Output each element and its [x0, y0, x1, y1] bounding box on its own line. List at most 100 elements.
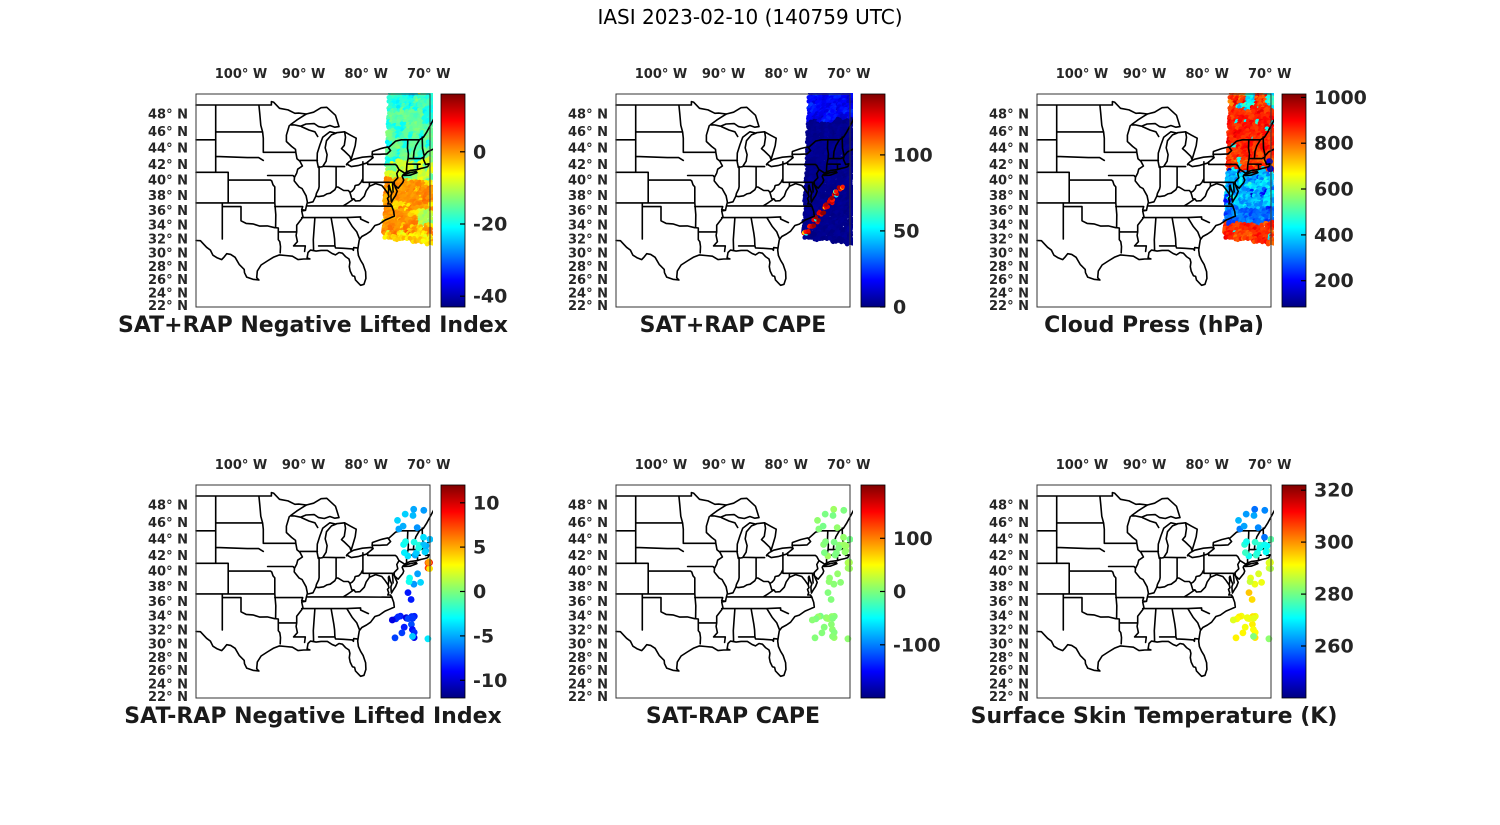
lon-tick-label: 80° W: [1185, 67, 1228, 82]
lon-tick-label: 80° W: [764, 458, 807, 473]
lon-tick-label: 100° W: [1056, 458, 1109, 473]
colorbar-tick-label: 800: [1314, 133, 1354, 155]
lat-tick-label: 40° N: [148, 174, 188, 189]
us-map-outline: [195, 491, 433, 678]
colorbar-tick-label: 280: [1314, 584, 1354, 606]
lat-tick-label: 26° N: [148, 664, 188, 679]
lat-tick-label: 42° N: [148, 158, 188, 173]
lat-tick-label: 26° N: [989, 273, 1029, 288]
colorbar-tick-label: -5: [473, 625, 494, 647]
colorbar-tick-label: -10: [473, 670, 507, 692]
colorbar-tick-label: 100: [893, 528, 933, 550]
colorbar-tick-label: 100: [893, 144, 933, 166]
panel-title-sat-plus-rap-cape: SAT+RAP CAPE: [639, 313, 827, 338]
lat-tick-label: 40° N: [989, 565, 1029, 580]
colorbar-tick-label: 600: [1314, 179, 1354, 201]
lat-tick-label: 44° N: [148, 142, 188, 157]
lat-tick-label: 30° N: [989, 246, 1029, 261]
lat-tick-label: 48° N: [148, 499, 188, 514]
lat-tick-label: 48° N: [568, 499, 608, 514]
lat-tick-label: 40° N: [568, 174, 608, 189]
lat-tick-label: 46° N: [148, 516, 188, 531]
lat-tick-label: 34° N: [568, 218, 608, 233]
lat-tick-label: 44° N: [568, 533, 608, 548]
lat-tick-label: 44° N: [989, 142, 1029, 157]
lat-tick-label: 22° N: [148, 690, 188, 705]
lat-tick-label: 38° N: [989, 189, 1029, 204]
colorbar-tick-label: 300: [1314, 532, 1354, 554]
lat-tick-label: 34° N: [568, 609, 608, 624]
lat-tick-label: 28° N: [989, 260, 1029, 275]
lat-tick-label: 28° N: [989, 651, 1029, 666]
map-axes-box: [615, 484, 851, 699]
lat-tick-label: 32° N: [148, 624, 188, 639]
lat-tick-label: 34° N: [989, 609, 1029, 624]
lat-tick-label: 36° N: [568, 595, 608, 610]
lon-tick-label: 100° W: [635, 67, 688, 82]
panel-surface-skin-temperature: 100° W 90° W 80° W 70° W 48° N 46° N 44° N42° …: [989, 458, 1354, 705]
colorbar: 100 0 -100: [860, 484, 941, 699]
lat-tick-label: 22° N: [148, 299, 188, 314]
panel-title-sat-minus-rap-cape: SAT-RAP CAPE: [645, 704, 821, 729]
lat-tick-label: 36° N: [568, 204, 608, 219]
lat-tick-label: 24° N: [148, 286, 188, 301]
lat-tick-label: 42° N: [568, 158, 608, 173]
lon-tick-label: 70° W: [827, 458, 870, 473]
lat-tick-label: 22° N: [989, 690, 1029, 705]
colorbar-tick-label: 260: [1314, 636, 1354, 658]
lon-tick-label: 100° W: [635, 458, 688, 473]
lat-tick-label: 30° N: [568, 246, 608, 261]
colorbar-tick-label: 50: [893, 220, 919, 242]
lat-tick-label: 28° N: [148, 651, 188, 666]
lat-tick-label: 42° N: [989, 158, 1029, 173]
lon-tick-label: 100° W: [1056, 67, 1109, 82]
us-map-outline: [615, 491, 853, 678]
colorbar-tick-label: 400: [1314, 224, 1354, 246]
lon-tick-label: 100° W: [215, 67, 268, 82]
colorbar-tick-label: 320: [1314, 480, 1354, 502]
panel-title-surface-skin-temp: Surface Skin Temperature (K): [970, 704, 1338, 729]
lon-tick-label: 90° W: [1123, 67, 1166, 82]
lat-tick-label: 24° N: [989, 677, 1029, 692]
map-axes-box: [1036, 484, 1272, 699]
lat-tick-label: 48° N: [568, 108, 608, 123]
lat-tick-label: 36° N: [989, 595, 1029, 610]
observation-dots: [808, 505, 853, 643]
lat-tick-label: 32° N: [148, 233, 188, 248]
lat-tick-label: 28° N: [148, 260, 188, 275]
lat-tick-label: 46° N: [568, 125, 608, 140]
lat-tick-label: 26° N: [148, 273, 188, 288]
lat-tick-label: 36° N: [148, 595, 188, 610]
lat-tick-label: 24° N: [568, 677, 608, 692]
lat-tick-label: 44° N: [568, 142, 608, 157]
colorbar: 10 5 0 -5 -10: [440, 484, 507, 699]
lat-tick-label: 38° N: [989, 580, 1029, 595]
us-map-outline: [195, 100, 433, 287]
lon-tick-label: 70° W: [827, 67, 870, 82]
lat-tick-label: 26° N: [568, 273, 608, 288]
lat-tick-label: 30° N: [148, 246, 188, 261]
lat-tick-label: 26° N: [989, 664, 1029, 679]
map-axes-box: [195, 484, 431, 699]
lon-tick-label: 80° W: [1185, 458, 1228, 473]
lat-tick-label: 22° N: [568, 299, 608, 314]
observation-dots: [1229, 505, 1274, 643]
colorbar: 320 300 280 260: [1281, 480, 1354, 699]
lat-tick-label: 28° N: [568, 260, 608, 275]
map-axes-box: [615, 93, 851, 308]
colorbar: 1000 800 600 400 200: [1281, 87, 1367, 308]
panel-title-cloud-press: Cloud Press (hPa): [1044, 313, 1264, 338]
colorbar-tick-label: 10: [473, 492, 499, 514]
colorbar-tick-label: -100: [893, 634, 941, 656]
colorbar-tick-label: 1000: [1314, 87, 1367, 109]
colorbar-tick-label: 0: [893, 581, 906, 603]
panel-title-sat-plus-rap-nli: SAT+RAP Negative Lifted Index: [118, 313, 508, 338]
lon-tick-label: 80° W: [344, 458, 387, 473]
lat-tick-label: 34° N: [148, 609, 188, 624]
lat-tick-label: 38° N: [568, 580, 608, 595]
lat-tick-label: 32° N: [989, 233, 1029, 248]
lat-tick-label: 32° N: [568, 233, 608, 248]
colorbar-tick-label: 0: [473, 141, 486, 163]
colorbar-tick-label: -40: [473, 286, 507, 308]
